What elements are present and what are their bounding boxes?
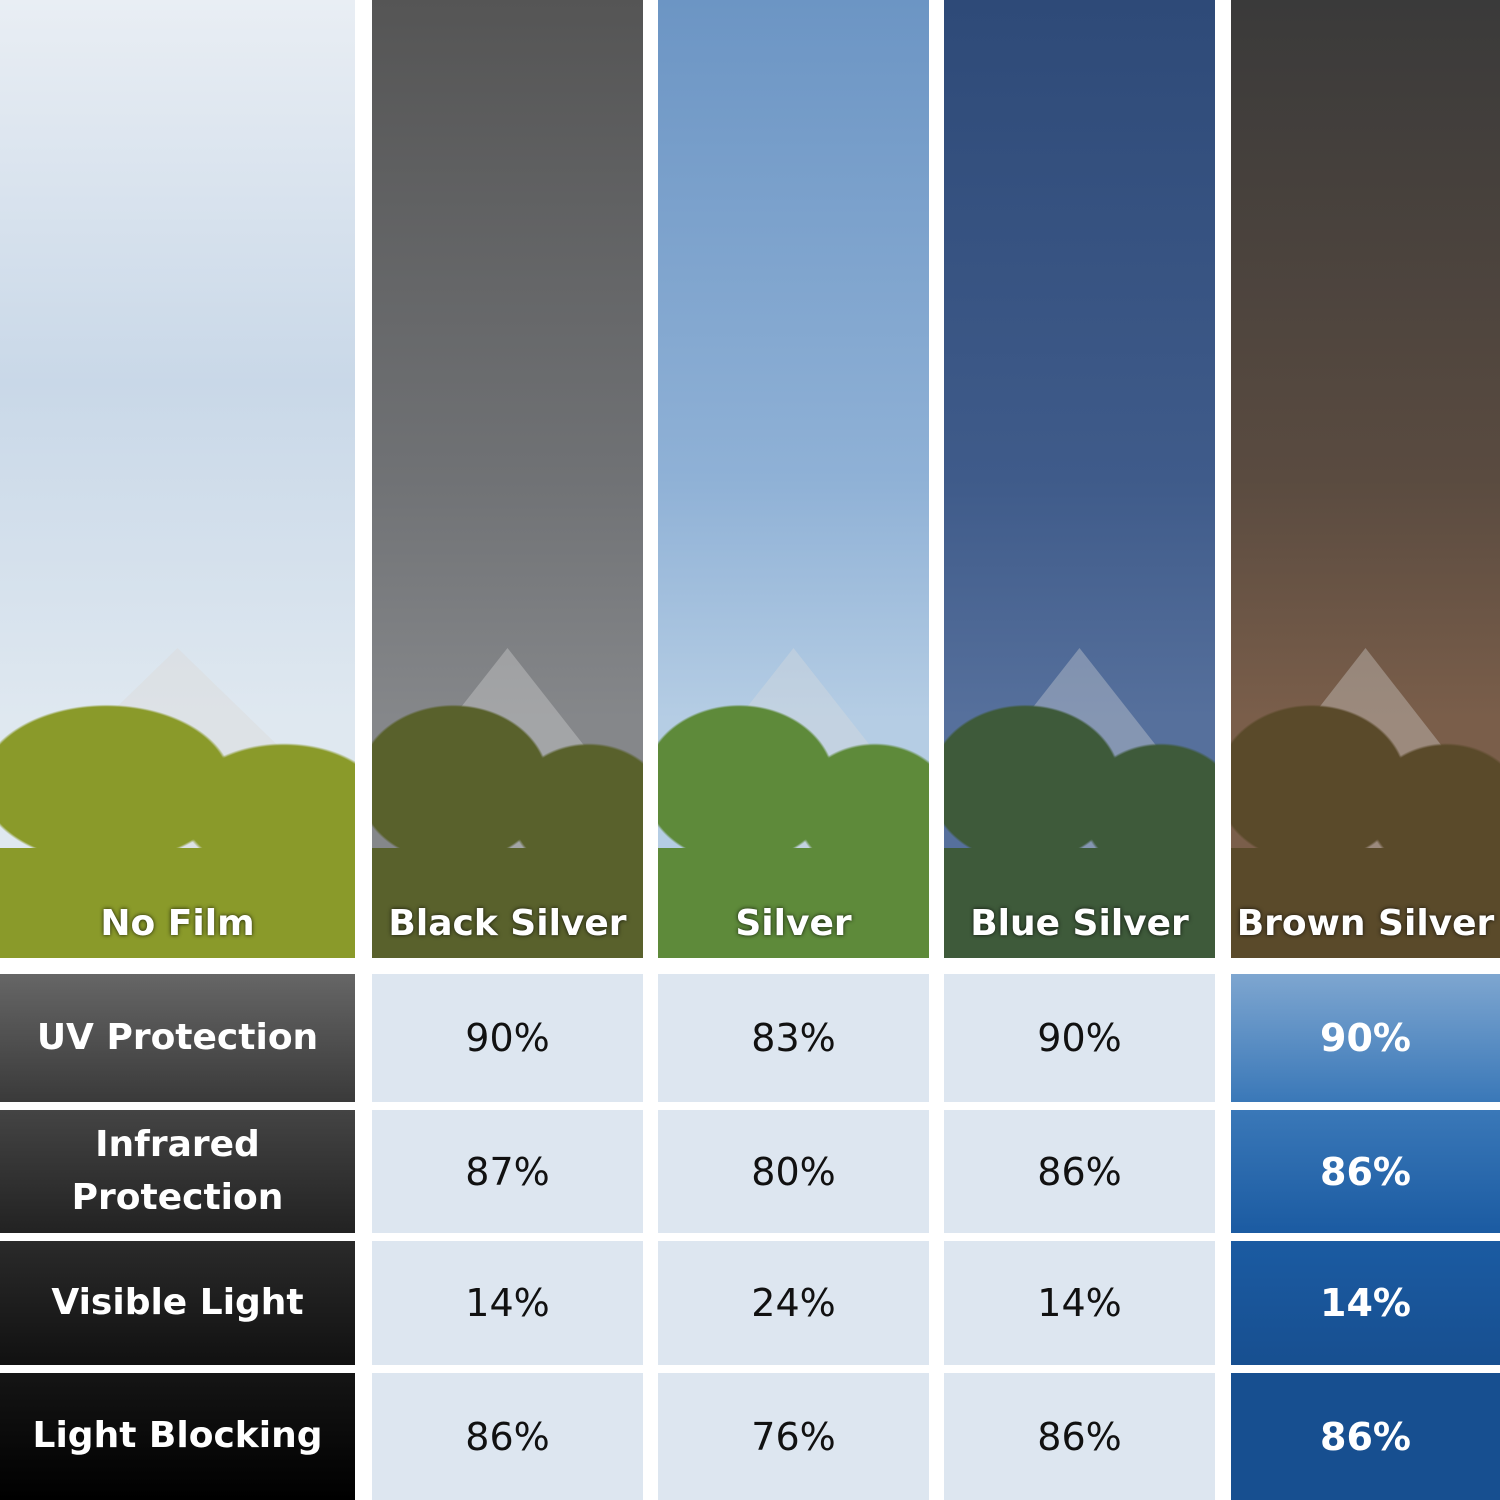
photo-panel: Silver [658, 0, 929, 958]
film-label: No Film [100, 903, 255, 944]
trees [0, 628, 355, 888]
table-cell: 87% [372, 1110, 643, 1233]
table-cell: 14% [372, 1241, 643, 1365]
table-cell: 24% [658, 1241, 929, 1365]
table-cell: 90% [1231, 974, 1500, 1102]
photo-panel: Black Silver [372, 0, 643, 958]
trees [372, 628, 643, 888]
trees [1231, 628, 1500, 888]
table-cell: 90% [372, 974, 643, 1102]
hedge [1231, 848, 1500, 958]
row-label: UV Protection [0, 974, 355, 1102]
table-cell: 14% [944, 1241, 1215, 1365]
table-cell: 86% [1231, 1373, 1500, 1500]
table-cell: 90% [944, 974, 1215, 1102]
row-label: Visible Light [0, 1241, 355, 1365]
trees [658, 628, 929, 888]
table-cell: 76% [658, 1373, 929, 1500]
row-label: Infrared Protection [0, 1110, 355, 1233]
table-cell: 86% [944, 1110, 1215, 1233]
hedge [658, 848, 929, 958]
film-label: Silver [735, 903, 852, 944]
table-cell: 86% [944, 1373, 1215, 1500]
table-cell: 14% [1231, 1241, 1500, 1365]
photo-panel: No Film [0, 0, 355, 958]
table-cell: 86% [1231, 1110, 1500, 1233]
table-cell: 80% [658, 1110, 929, 1233]
trees [944, 628, 1215, 888]
hedge [372, 848, 643, 958]
table-cell: 86% [372, 1373, 643, 1500]
hedge [0, 848, 355, 958]
hedge [944, 848, 1215, 958]
film-label: Brown Silver [1236, 903, 1495, 944]
photo-panel: Brown Silver [1231, 0, 1500, 958]
film-label: Black Silver [388, 903, 627, 944]
table-cell: 83% [658, 974, 929, 1102]
photo-panel: Blue Silver [944, 0, 1215, 958]
row-label: Light Blocking [0, 1373, 355, 1500]
film-label: Blue Silver [970, 903, 1189, 944]
